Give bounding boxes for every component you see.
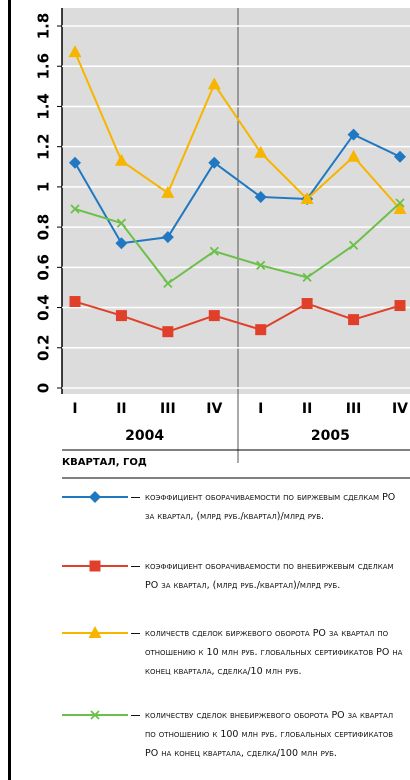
- marker: [301, 298, 313, 310]
- marker: [394, 150, 406, 163]
- marker: [161, 185, 175, 198]
- series-line: [74, 133, 401, 245]
- y-tick-label: 1.2: [35, 133, 53, 160]
- series-line: [74, 51, 401, 210]
- marker: [70, 204, 80, 214]
- y-tick-label: 1.6: [35, 53, 53, 80]
- series-line: [74, 202, 401, 285]
- legend-entry: количеству сделок внебиржевого оборота Р…: [131, 706, 403, 763]
- marker: [348, 314, 360, 326]
- marker: [115, 310, 127, 322]
- marker: [68, 45, 82, 58]
- x-tick-label: III: [346, 401, 362, 417]
- marker: [348, 240, 359, 250]
- y-tick-label: 1.8: [35, 13, 53, 40]
- group-label: 2005: [311, 428, 350, 444]
- x-axis-label: квартал, год: [62, 457, 147, 468]
- marker: [209, 246, 219, 256]
- x-tick-label: I: [258, 401, 263, 417]
- x-tick-label: IV: [392, 401, 408, 417]
- legend-entry: коэффициент оборачиваемости по внебиржев…: [131, 557, 403, 595]
- marker: [163, 278, 173, 289]
- side-bar: [8, 0, 11, 780]
- legend-dash: [131, 566, 140, 567]
- marker: [114, 153, 128, 166]
- y-tick-label: 0.6: [35, 254, 53, 281]
- marker: [116, 218, 127, 228]
- legend-text: количеству сделок внебиржевого оборота Р…: [145, 710, 394, 759]
- y-tick-label: 0.8: [35, 214, 53, 241]
- legend-entry: количеств сделок биржевого оборота РО за…: [131, 624, 403, 681]
- x-tick-label: I: [72, 401, 77, 417]
- marker: [347, 149, 361, 162]
- marker: [300, 191, 314, 204]
- marker: [208, 310, 220, 322]
- marker: [89, 491, 101, 503]
- marker: [115, 237, 128, 250]
- marker: [89, 560, 101, 572]
- marker: [208, 156, 221, 169]
- marker: [207, 77, 221, 90]
- y-tick-label: 0.2: [35, 334, 53, 361]
- group-label: 2004: [125, 428, 164, 444]
- marker: [395, 198, 405, 208]
- marker: [256, 260, 266, 270]
- legend-dash: [131, 715, 140, 716]
- marker: [69, 296, 81, 308]
- marker: [69, 156, 81, 169]
- y-tick-label: 0.4: [35, 294, 53, 321]
- marker: [254, 190, 267, 203]
- x-tick-label: III: [160, 401, 176, 417]
- marker: [90, 710, 100, 720]
- y-tick-label: 0: [35, 383, 53, 393]
- marker: [254, 145, 268, 158]
- legend-text: коэффициент оборачиваемости по внебиржев…: [145, 561, 394, 591]
- x-tick-label: IV: [206, 401, 222, 417]
- x-tick-label: II: [116, 401, 126, 417]
- x-tick-label: II: [302, 401, 312, 417]
- legend-text: коэффициент оборачиваемости по биржевым …: [145, 492, 396, 522]
- legend-entry: коэффициент оборачиваемости по биржевым …: [131, 488, 403, 526]
- series-line: [74, 300, 401, 333]
- legend-dash: [131, 633, 140, 634]
- marker: [393, 202, 407, 215]
- marker: [347, 128, 360, 141]
- marker: [302, 272, 312, 283]
- marker: [394, 300, 406, 312]
- legend-dash: [131, 497, 140, 498]
- plot-bg: [62, 8, 410, 394]
- marker: [88, 626, 102, 638]
- marker: [162, 326, 174, 338]
- marker: [161, 231, 174, 244]
- y-tick-label: 1: [35, 182, 53, 192]
- legend-text: количеств сделок биржевого оборота РО за…: [145, 628, 403, 677]
- marker: [255, 324, 267, 336]
- y-tick-label: 1.4: [35, 93, 53, 120]
